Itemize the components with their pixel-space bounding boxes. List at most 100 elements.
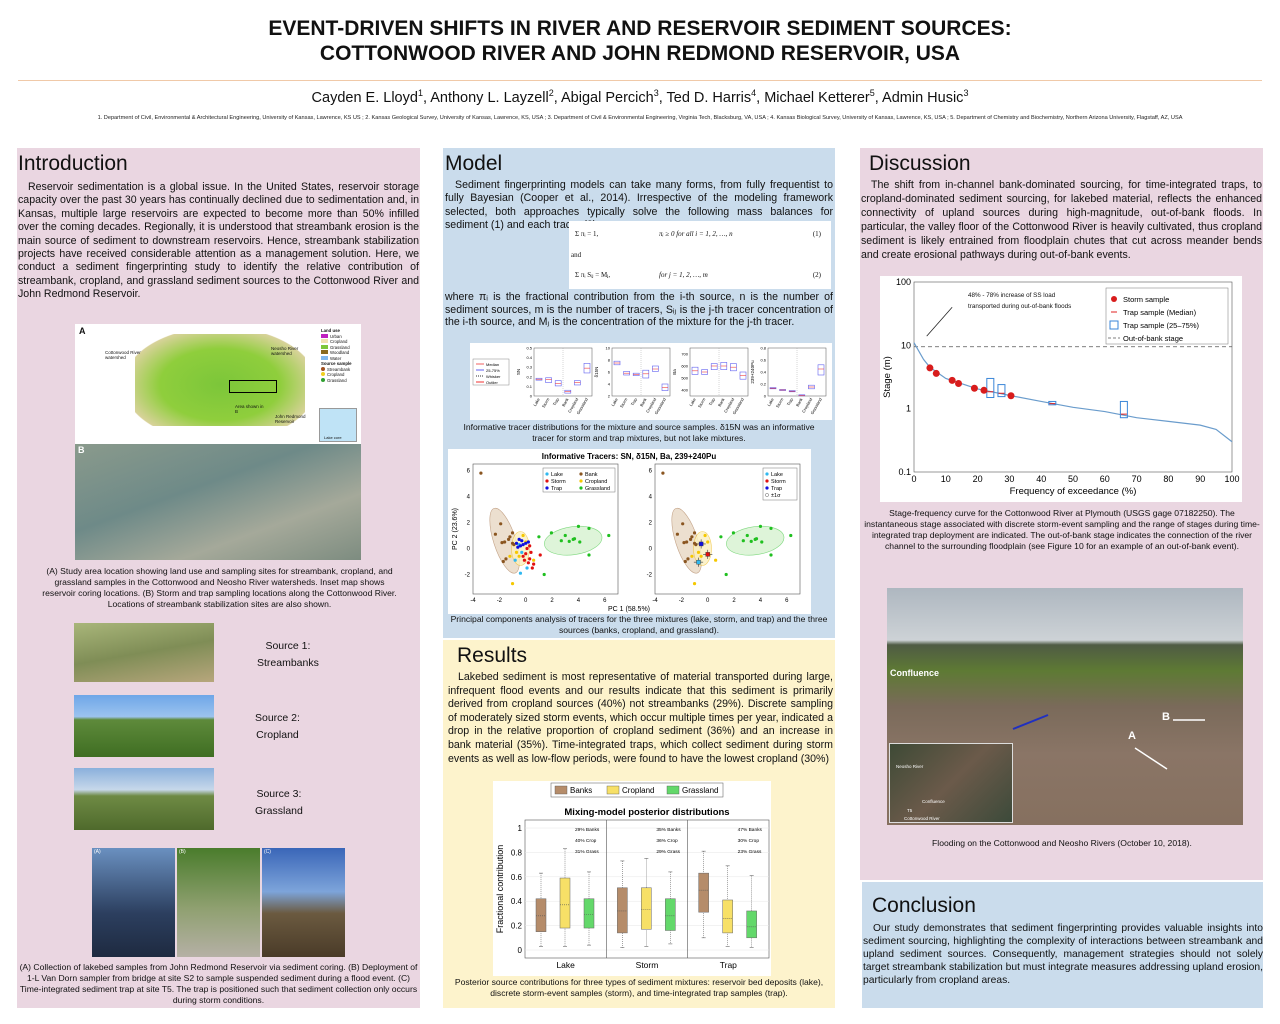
y-tick-label: 0.8 bbox=[511, 848, 523, 857]
box-grassland bbox=[583, 898, 595, 929]
point-bank bbox=[690, 535, 694, 539]
title-line-1: EVENT-DRIVEN SHIFTS IN RIVER AND RESERVO… bbox=[268, 17, 1012, 40]
x-tick-label: 100 bbox=[1224, 474, 1239, 484]
point-storm bbox=[521, 554, 525, 558]
x-tick-label: -2 bbox=[679, 598, 685, 604]
flow-arrow bbox=[1012, 714, 1049, 730]
annotation: 30% Crop bbox=[738, 838, 760, 844]
y-tick-label: 0.6 bbox=[760, 358, 766, 363]
equation-1-condition: πᵢ ≥ 0 for all i = 1, 2, …, n bbox=[659, 230, 733, 238]
point-bank bbox=[479, 471, 483, 475]
map-legend-item: Urban bbox=[321, 333, 352, 340]
conclusion-text: Our study demonstrates that sediment fin… bbox=[863, 923, 1263, 986]
box-banks bbox=[535, 898, 547, 932]
plot-frame bbox=[654, 463, 801, 595]
inset-satellite: Neosho River Confluence T5 Cottonwood Ri… bbox=[889, 743, 1013, 823]
x-tick-label: 70 bbox=[1132, 474, 1142, 484]
legend-marker bbox=[765, 479, 769, 483]
x-tick-label: 0 bbox=[524, 598, 528, 604]
section-heading: Model bbox=[445, 152, 503, 175]
author-affiliation-number: 3 bbox=[963, 88, 969, 98]
annotation-wrap: 48% - 78% increase of SS load transporte… bbox=[968, 292, 1071, 310]
map-legend-item: Grassland bbox=[321, 344, 352, 351]
point-grassland bbox=[741, 539, 745, 543]
legend-marker bbox=[1111, 296, 1117, 302]
annotation: 31% Grass bbox=[575, 849, 599, 855]
point-grassland bbox=[724, 572, 728, 577]
model-text: Sediment fingerprinting models can take … bbox=[445, 179, 833, 232]
source-number: Source 3: bbox=[256, 788, 302, 800]
author: Anthony L. Layzell bbox=[430, 89, 549, 106]
point-cropland bbox=[706, 540, 710, 544]
point-storm bbox=[528, 557, 532, 561]
box-banks bbox=[617, 887, 628, 934]
point-bank bbox=[493, 532, 498, 536]
y-tick-label: 0.2 bbox=[760, 382, 766, 387]
y-tick-label: -2 bbox=[465, 573, 471, 579]
y-tick-label: 2 bbox=[467, 521, 471, 527]
legend-label: Storm sample bbox=[1123, 295, 1169, 304]
point-storm bbox=[526, 561, 530, 565]
point-grassland bbox=[754, 537, 759, 541]
model-panel: Model Sediment fingerprinting models can… bbox=[443, 148, 835, 638]
legend-label: Lake bbox=[551, 472, 563, 478]
y-tick-label: 0 bbox=[649, 547, 653, 553]
y-tick-label: 400 bbox=[681, 388, 688, 393]
point-trap bbox=[524, 541, 528, 545]
map-legend-item: Source sample bbox=[321, 361, 352, 367]
point-trap bbox=[521, 543, 525, 547]
storm-sample-point bbox=[1007, 392, 1015, 400]
confluence-label: Confluence bbox=[890, 668, 940, 678]
x-tick-label: Lake bbox=[610, 396, 619, 407]
introduction-panel: Introduction Reservoir sedimentation is … bbox=[17, 148, 420, 1008]
map-label: Lake core bbox=[324, 435, 342, 440]
legend-label: Trap sample (Median) bbox=[1123, 308, 1197, 317]
point-bank bbox=[499, 522, 503, 526]
y-axis-label: 239+240Pu bbox=[750, 360, 755, 384]
box-grassland bbox=[665, 898, 676, 931]
x-tick-label: 30 bbox=[1004, 474, 1014, 484]
coring-photo: (A) bbox=[92, 848, 175, 957]
point-b-label: B bbox=[1162, 711, 1170, 723]
panel-label: A bbox=[79, 326, 86, 336]
point-grassland bbox=[587, 553, 591, 557]
y-tick-label: 0.8 bbox=[760, 346, 766, 351]
source-name: Grassland bbox=[255, 805, 303, 817]
point-cropland bbox=[510, 582, 515, 586]
legend-label: Grassland bbox=[682, 786, 718, 795]
legend-label: Whisker bbox=[486, 374, 501, 379]
x-tick-label: 90 bbox=[1195, 474, 1205, 484]
point-trap bbox=[518, 544, 523, 548]
point-cropland bbox=[521, 533, 525, 538]
equation-and: and bbox=[571, 251, 582, 259]
map-label: Neosho River watershed bbox=[271, 346, 299, 356]
section-heading: Results bbox=[457, 644, 528, 667]
y-tick-label: 0.2 bbox=[526, 374, 532, 379]
point-grassland bbox=[576, 524, 581, 528]
x-tick-label: Lake bbox=[766, 396, 775, 407]
point-bank bbox=[682, 541, 686, 545]
legend-swatch bbox=[666, 785, 680, 795]
point-grassland bbox=[537, 535, 541, 539]
y-tick-label: 4 bbox=[467, 495, 471, 501]
inset-label: Neosho River bbox=[896, 764, 924, 769]
point-trap bbox=[517, 537, 521, 541]
point-bank bbox=[506, 537, 511, 541]
legend-marker bbox=[765, 472, 769, 476]
cropland-ellipse bbox=[693, 531, 712, 566]
y-tick-label: 600 bbox=[681, 364, 688, 369]
panel-label: B bbox=[78, 445, 85, 455]
x-tick-label: 40 bbox=[1036, 474, 1046, 484]
point-bank bbox=[688, 537, 693, 541]
x-tick-label: Bank bbox=[639, 397, 648, 407]
reservoir-inset: Lake core bbox=[319, 408, 357, 442]
point-grassland bbox=[542, 572, 546, 577]
author: Ted D. Harris bbox=[666, 89, 752, 106]
point-cropland bbox=[699, 554, 703, 558]
y-axis-label: Ba bbox=[672, 369, 677, 375]
x-tick-label: 0 bbox=[911, 474, 916, 484]
map-label: John Redmond Reservoir bbox=[275, 414, 306, 424]
point-a-label: A bbox=[1128, 730, 1136, 742]
point-storm bbox=[529, 550, 533, 554]
arrow-a bbox=[1134, 747, 1168, 770]
